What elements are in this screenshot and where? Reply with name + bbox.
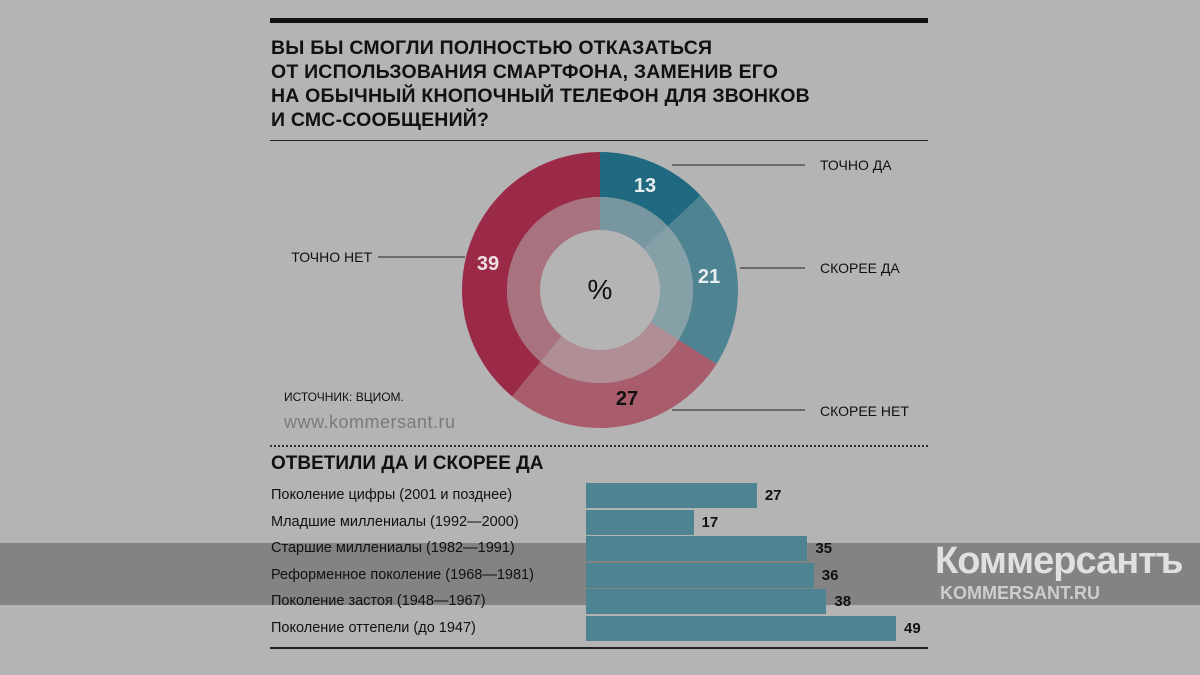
donut-chart: 13 ТОЧНО ДА 21 СКОРЕЕ ДА 27 СКОРЕЕ НЕТ 39 ТОЧНО… bbox=[291, 152, 909, 429]
donut-slice-inner bbox=[600, 197, 668, 249]
bar-category-label: Поколение цифры (2001 и позднее) bbox=[271, 487, 513, 503]
bar bbox=[586, 483, 757, 508]
donut-slice-inner bbox=[643, 226, 693, 340]
bottom-rule bbox=[270, 647, 928, 649]
bar-value-label: 49 bbox=[904, 619, 921, 637]
title-line: И СМС-СООБЩЕНИЙ? bbox=[271, 109, 490, 131]
site-url: www.kommersant.ru bbox=[284, 412, 456, 432]
slice-category-label: ТОЧНО ДА bbox=[820, 157, 892, 173]
bar-category-label: Реформенное поколение (1968—1981) bbox=[271, 566, 534, 583]
title-line: ОТ ИСПОЛЬЗОВАНИЯ СМАРТФОНА, ЗАМЕНИВ ЕГО bbox=[271, 61, 779, 83]
divider bbox=[270, 140, 928, 141]
bar-value-label: 27 bbox=[764, 487, 782, 504]
source-note: ИСТОЧНИК: ВЦИОМ. bbox=[284, 390, 404, 404]
bar bbox=[586, 562, 814, 588]
slice-value-label: 39 bbox=[477, 253, 499, 275]
title-line: НА ОБЫЧНЫЙ КНОПОЧНЫЙ ТЕЛЕФОН ДЛЯ ЗВОНКОВ bbox=[271, 85, 810, 107]
bar bbox=[586, 589, 827, 614]
chart-title: ВЫ БЫ СМОГЛИ ПОЛНОСТЬЮ ОТКАЗАТЬСЯ ОТ ИСП… bbox=[271, 36, 931, 132]
watermark-url: KOMMERSANT.RU bbox=[940, 583, 1100, 603]
slice-category-label: ТОЧНО НЕТ bbox=[291, 249, 372, 265]
donut-slice-outer bbox=[667, 195, 739, 364]
bar-value-label: 17 bbox=[701, 513, 719, 531]
bar bbox=[586, 615, 896, 641]
donut-slice-outer bbox=[461, 152, 600, 397]
slice-value-label: 13 bbox=[634, 175, 656, 197]
bar-value-label: 38 bbox=[834, 593, 852, 610]
title-line: ВЫ БЫ СМОГЛИ ПОЛНОСТЬЮ ОТКАЗАТЬСЯ bbox=[271, 37, 713, 59]
donut-slice-inner bbox=[506, 197, 600, 362]
slice-value-label: 27 bbox=[616, 388, 638, 410]
top-rule bbox=[270, 18, 928, 23]
center-label: % bbox=[588, 274, 613, 305]
bar-category-label: Младшие миллениалы (1992—2000) bbox=[271, 513, 519, 530]
bar bbox=[586, 509, 694, 535]
bar-category-label: Поколение застоя (1948—1967) bbox=[271, 593, 486, 609]
bar bbox=[586, 536, 808, 561]
bar-value-label: 35 bbox=[815, 540, 833, 557]
bar-category-label: Поколение оттепели (до 1947) bbox=[271, 619, 476, 636]
bar-value-label: 36 bbox=[821, 566, 839, 584]
watermark-logo: Коммерсантъ bbox=[935, 540, 1183, 582]
bar-category-label: Старшие миллениалы (1982—1991) bbox=[271, 540, 515, 556]
donut-slice-inner bbox=[540, 322, 679, 384]
donut-slice-outer bbox=[600, 152, 701, 227]
dotted-divider bbox=[270, 445, 928, 447]
slice-category-label: СКОРЕЕ НЕТ bbox=[820, 403, 909, 419]
slice-category-label: СКОРЕЕ ДА bbox=[820, 260, 900, 276]
slice-value-label: 21 bbox=[698, 266, 720, 288]
donut-slice-outer bbox=[512, 339, 717, 429]
bar-chart-title: ОТВЕТИЛИ ДА И СКОРЕЕ ДА bbox=[271, 453, 544, 474]
